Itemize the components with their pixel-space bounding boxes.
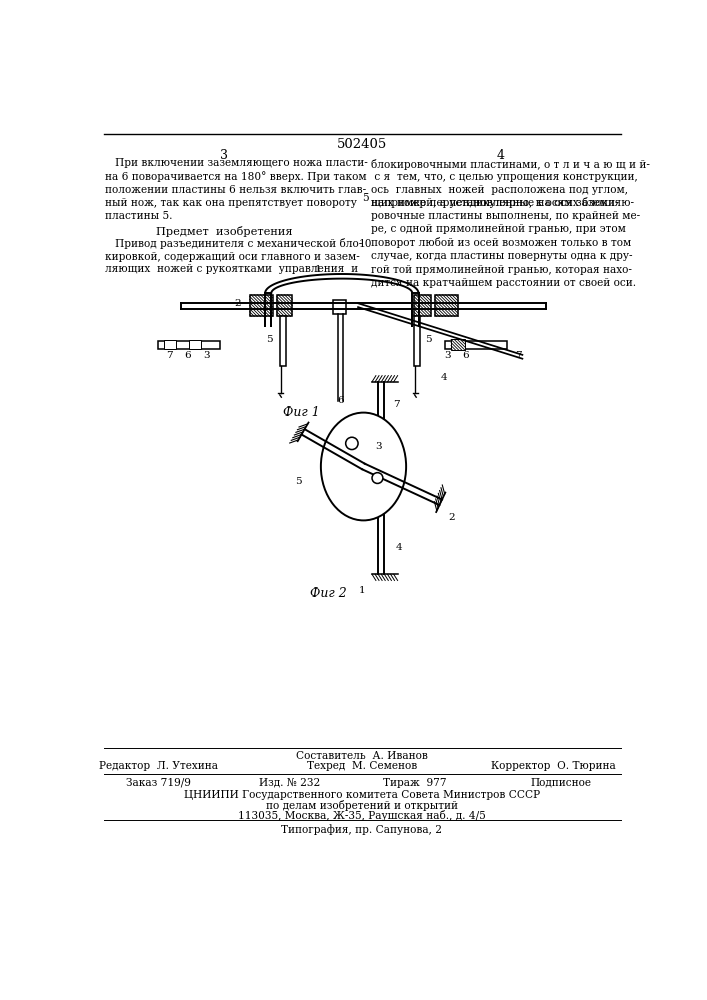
Text: 7: 7 bbox=[393, 400, 399, 409]
Text: При включении заземляющего ножа пласти-
на 6 поворачивается на 180° вверх. При т: При включении заземляющего ножа пласти- … bbox=[105, 158, 368, 221]
Bar bbox=[445, 341, 507, 349]
Circle shape bbox=[346, 437, 358, 450]
Text: Подписное: Подписное bbox=[530, 778, 591, 788]
Text: 6: 6 bbox=[462, 351, 469, 360]
Text: 5: 5 bbox=[295, 477, 301, 486]
Text: Техред  М. Семенов: Техред М. Семенов bbox=[307, 761, 417, 771]
Text: Изд. № 232: Изд. № 232 bbox=[259, 778, 320, 788]
Text: Фиг 2: Фиг 2 bbox=[310, 587, 347, 600]
Bar bbox=[451, 339, 465, 350]
Bar bbox=[435, 295, 458, 316]
Bar bbox=[164, 340, 176, 349]
Text: блокировочными пластинами, о т л и ч а ю щ и й-
 с я  тем, что, с целью упрощени: блокировочными пластинами, о т л и ч а ю… bbox=[371, 158, 650, 208]
Text: 2: 2 bbox=[235, 299, 241, 308]
Text: 10: 10 bbox=[359, 239, 373, 249]
Text: Заказ 719/9: Заказ 719/9 bbox=[126, 778, 190, 788]
Bar bbox=[250, 295, 273, 316]
Text: Привод разъединителя с механической бло-
кировкой, содержащий оси главного и заз: Привод разъединителя с механической бло-… bbox=[105, 238, 363, 274]
Text: 1: 1 bbox=[315, 265, 321, 274]
Text: 113035, Москва, Ж-35, Раушская наб., д. 4/5: 113035, Москва, Ж-35, Раушская наб., д. … bbox=[238, 810, 486, 821]
Text: 5: 5 bbox=[426, 335, 432, 344]
Text: 4: 4 bbox=[441, 373, 448, 382]
Bar bbox=[276, 295, 292, 316]
Text: Корректор  О. Тюрина: Корректор О. Тюрина bbox=[491, 761, 616, 771]
Text: ЦНИИПИ Государственного комитета Совета Министров СССР: ЦНИИПИ Государственного комитета Совета … bbox=[184, 790, 540, 800]
Text: 3: 3 bbox=[444, 351, 450, 360]
Text: 4: 4 bbox=[395, 543, 402, 552]
Text: Предмет  изобретения: Предмет изобретения bbox=[156, 226, 292, 237]
Bar bbox=[333, 300, 346, 314]
Bar bbox=[414, 295, 431, 316]
Text: 2: 2 bbox=[448, 513, 455, 522]
Bar bbox=[280, 316, 286, 366]
Text: 5: 5 bbox=[363, 193, 369, 203]
Text: щих ножей, а установленные на осях блоки-
ровочные пластины выполнены, по крайне: щих ножей, а установленные на осях блоки… bbox=[371, 197, 641, 261]
Circle shape bbox=[372, 473, 383, 483]
Text: 7: 7 bbox=[166, 351, 173, 360]
Text: Типография, пр. Сапунова, 2: Типография, пр. Сапунова, 2 bbox=[281, 824, 443, 835]
Bar bbox=[414, 316, 420, 366]
Text: гой той прямолинейной гранью, которая нахо-
дится на кратчайшем расстоянии от св: гой той прямолинейной гранью, которая на… bbox=[371, 265, 636, 288]
Text: 7: 7 bbox=[515, 351, 522, 360]
Text: 4: 4 bbox=[497, 149, 505, 162]
Ellipse shape bbox=[321, 413, 406, 520]
Text: 3: 3 bbox=[203, 351, 209, 360]
Text: 6: 6 bbox=[337, 396, 344, 405]
Text: Тираж  977: Тираж 977 bbox=[383, 778, 447, 788]
Bar bbox=[158, 341, 220, 349]
Text: 3: 3 bbox=[220, 149, 228, 162]
Text: Составитель  А. Иванов: Составитель А. Иванов bbox=[296, 751, 428, 761]
Text: по делам изобретений и открытий: по делам изобретений и открытий bbox=[266, 800, 458, 811]
Text: 1: 1 bbox=[359, 586, 366, 595]
Text: 502405: 502405 bbox=[337, 138, 387, 151]
Text: 6: 6 bbox=[185, 351, 191, 360]
Text: Редактор  Л. Утехина: Редактор Л. Утехина bbox=[98, 761, 218, 771]
Text: 3: 3 bbox=[375, 442, 382, 451]
Text: 5: 5 bbox=[267, 335, 273, 344]
Bar bbox=[189, 340, 201, 349]
Text: Фиг 1: Фиг 1 bbox=[283, 406, 320, 419]
